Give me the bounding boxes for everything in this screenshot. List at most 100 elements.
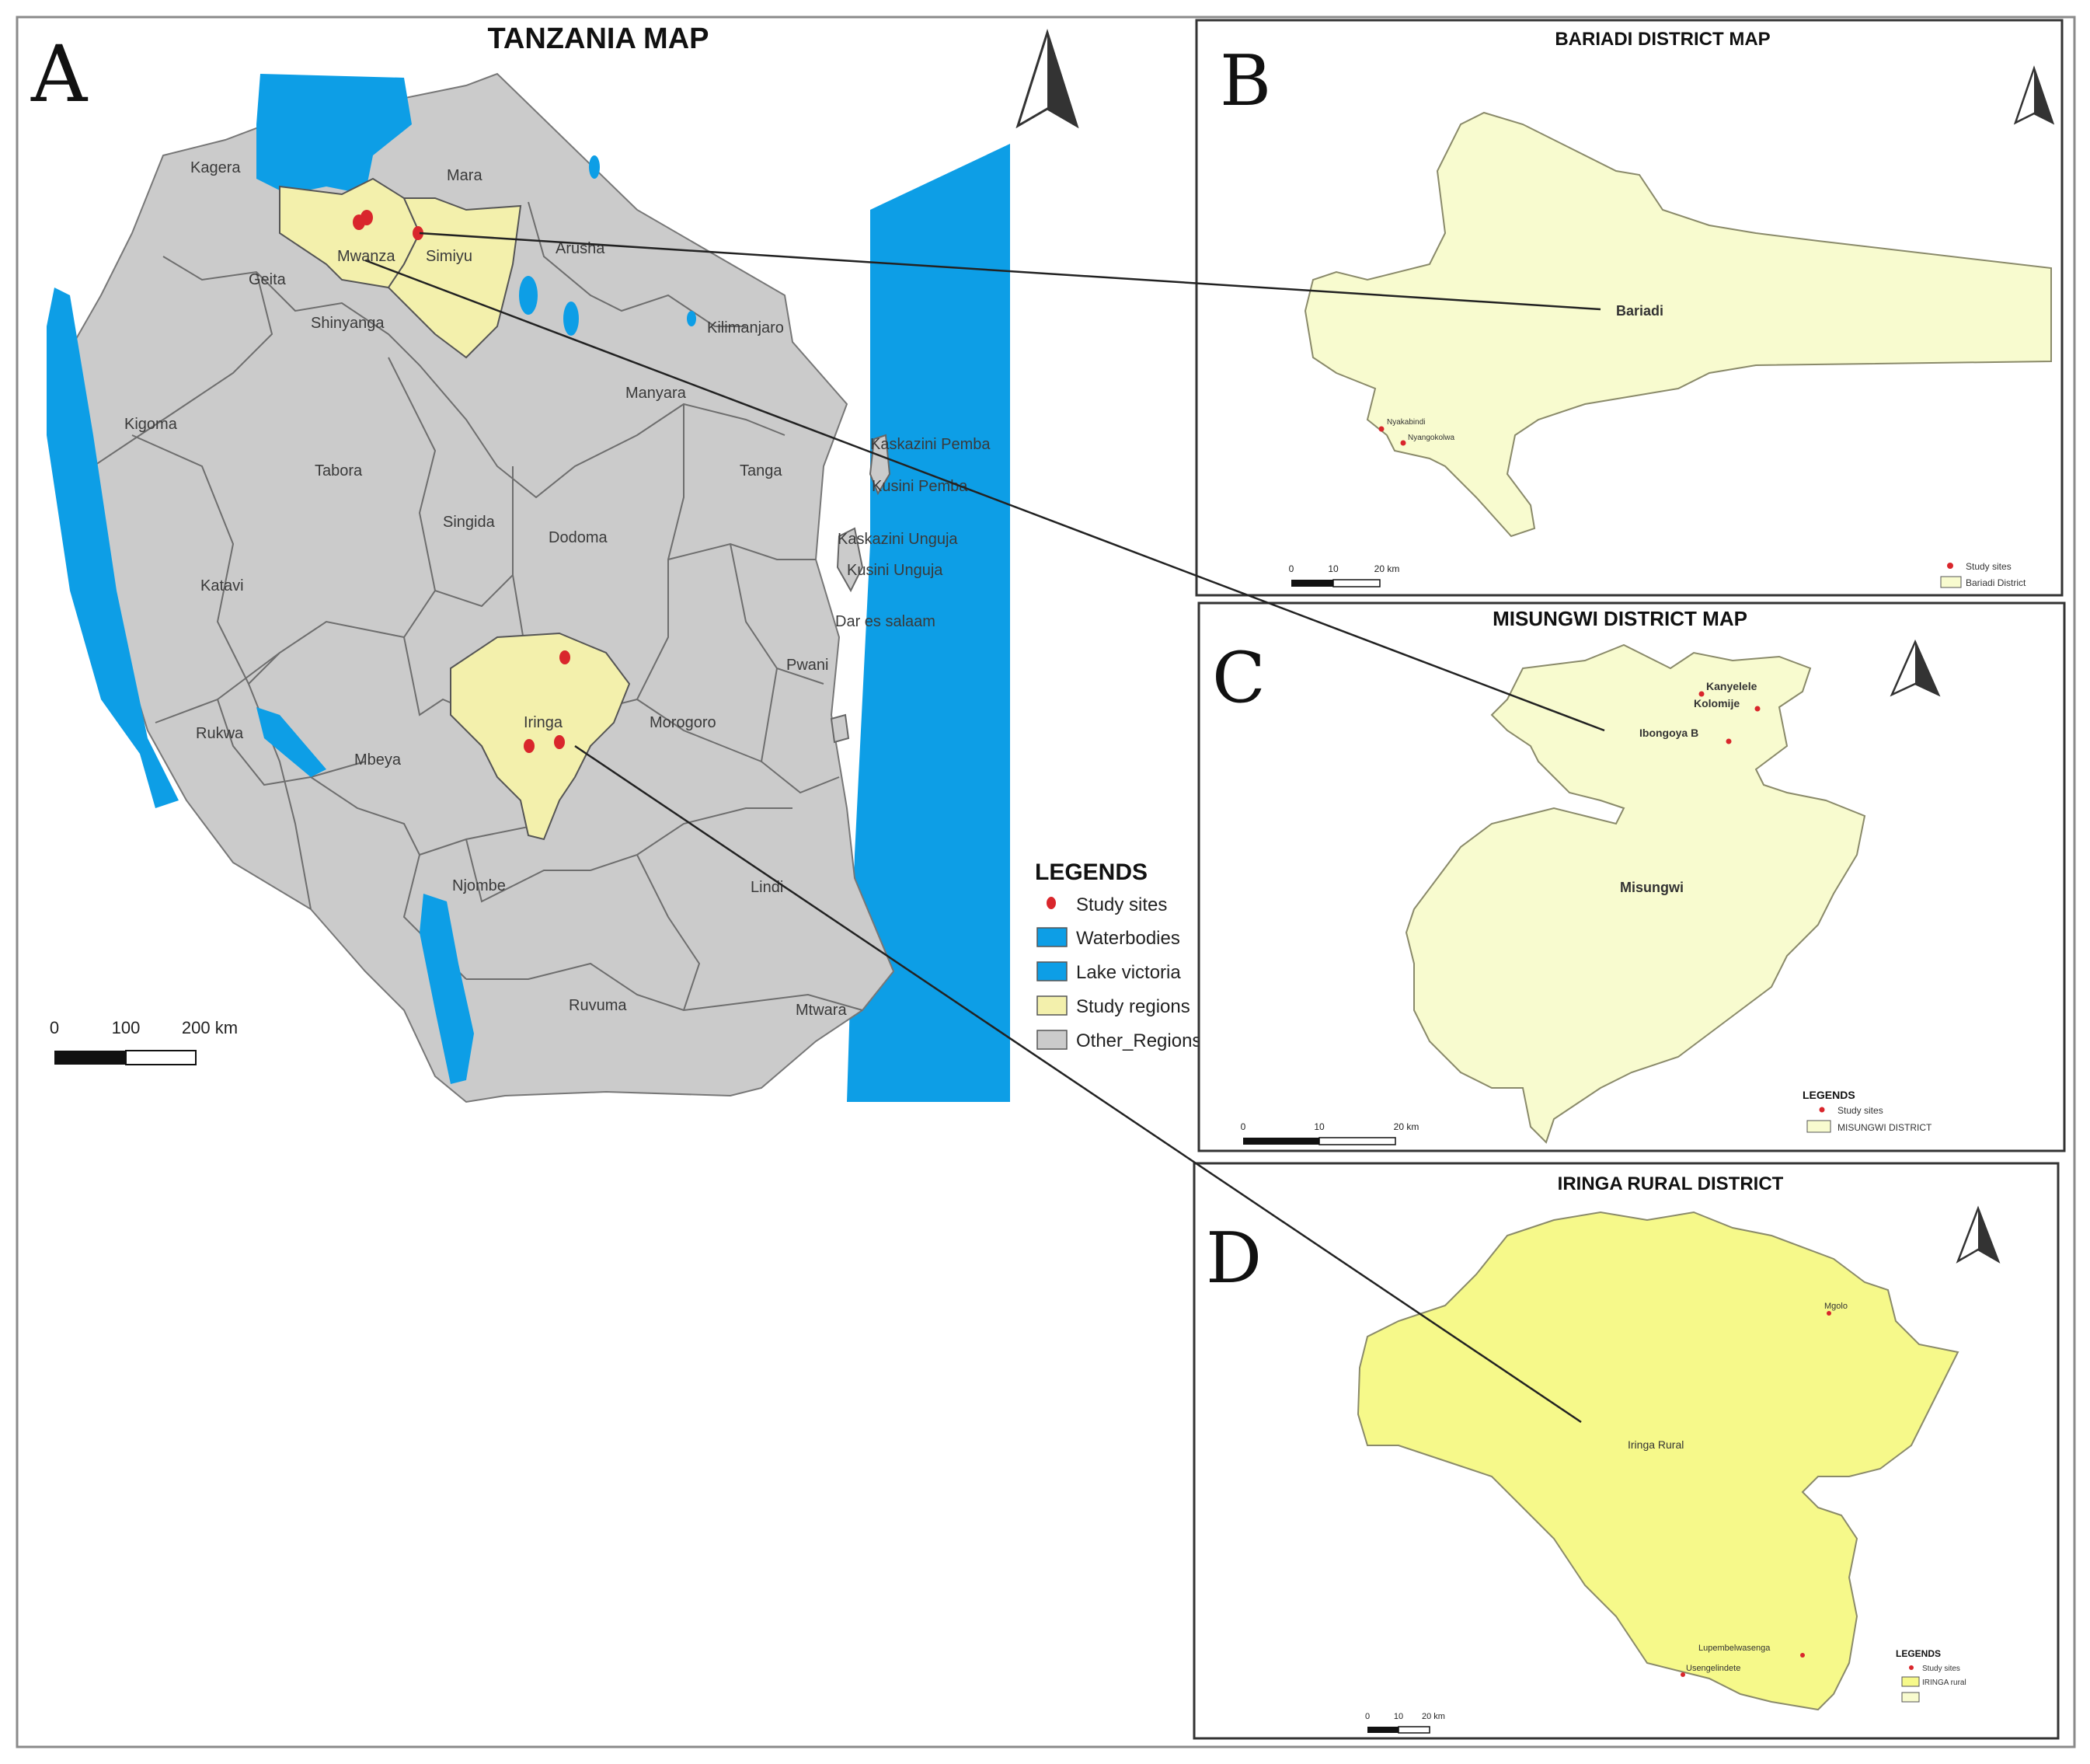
- scale-c-20: 20 km: [1394, 1121, 1419, 1132]
- scale-d-10: 10: [1394, 1712, 1403, 1721]
- site-marker: [1681, 1672, 1685, 1677]
- label-geita: Geita: [249, 271, 287, 288]
- legend-site-icon: [1819, 1107, 1825, 1113]
- site-c-2: Ibongoya B: [1639, 727, 1698, 739]
- panel-c-letter: C: [1212, 637, 1266, 719]
- legend-site-icon: [1947, 563, 1953, 569]
- lake-manyara: [563, 302, 579, 336]
- label-simiyu: Simiyu: [426, 248, 472, 265]
- label-dodoma: Dodoma: [549, 529, 608, 546]
- legend-a: LEGENDS Study sites Waterbodies Lake vic…: [1035, 859, 1201, 1051]
- panel-b-title: BARIADI DISTRICT MAP: [1555, 29, 1770, 50]
- site-d-0: Mgolo: [1824, 1302, 1848, 1311]
- legend-a-item-1: Waterbodies: [1076, 928, 1180, 949]
- site-d-1: Lupembelwasenga: [1698, 1644, 1771, 1653]
- scale-bar-c: 0 10 20 km: [1241, 1121, 1419, 1145]
- legend-c: LEGENDS Study sites MISUNGWI DISTRICT: [1803, 1089, 1932, 1133]
- site-marker: [1378, 426, 1385, 432]
- label-morogoro: Morogoro: [650, 714, 716, 731]
- label-dar-es-salaam: Dar es salaam: [835, 613, 935, 630]
- label-kigoma: Kigoma: [124, 416, 178, 433]
- unguja-island: [836, 527, 864, 593]
- site-b-0: Nyakabindi: [1387, 418, 1425, 427]
- misungwi-label: Misungwi: [1620, 880, 1684, 895]
- legend-a-item-0: Study sites: [1076, 894, 1167, 915]
- lake-rukwa: [256, 707, 326, 777]
- label-shinyanga: Shinyanga: [311, 315, 385, 332]
- panel-a-title: TANZANIA MAP: [488, 23, 709, 55]
- label-kilimanjaro: Kilimanjaro: [707, 319, 784, 336]
- legend-a-title: LEGENDS: [1035, 859, 1148, 885]
- scale-bar-b: 0 10 20 km: [1289, 563, 1399, 587]
- legend-d-title: LEGENDS: [1896, 1648, 1941, 1659]
- panel-b-letter: B: [1220, 40, 1271, 122]
- label-kusini-pemba: Kusini Pemba: [872, 478, 968, 495]
- site-marker: [524, 739, 535, 753]
- label-kaskazini-pemba: Kaskazini Pemba: [870, 436, 991, 453]
- site-c-1: Kolomije: [1694, 697, 1740, 709]
- indian-ocean: [847, 144, 1010, 1102]
- scale-bar-d: 0 10 20 km: [1365, 1712, 1445, 1734]
- panel-d-letter: D: [1206, 1218, 1262, 1299]
- label-kaskazini-unguja: Kaskazini Unguja: [838, 531, 958, 548]
- label-njombe: Njombe: [452, 877, 506, 894]
- label-rukwa: Rukwa: [196, 725, 244, 742]
- north-arrow-icon: [1956, 1205, 2001, 1264]
- legend-b-item-1: Bariadi District: [1966, 577, 2026, 588]
- site-marker: [1698, 691, 1705, 697]
- legend-c-title: LEGENDS: [1803, 1089, 1855, 1101]
- label-mwanza: Mwanza: [337, 248, 395, 265]
- connector-mwanza-misungwi: [364, 259, 1605, 732]
- lake-jipe: [687, 311, 696, 326]
- scale-b-0: 0: [1289, 563, 1294, 574]
- north-arrow-icon: [1015, 29, 1079, 129]
- bariadi-district-shape: [1304, 111, 2052, 538]
- label-tanga: Tanga: [740, 462, 782, 479]
- label-ruvuma: Ruvuma: [569, 997, 627, 1014]
- site-marker: [413, 226, 423, 240]
- panel-b: B BARIADI DISTRICT MAP Bariadi Nyakabind…: [1195, 19, 2064, 597]
- iringa-rural-label: Iringa Rural: [1628, 1438, 1684, 1451]
- panel-a-letter: A: [30, 29, 89, 120]
- legend-d-item-1: IRINGA rural: [1922, 1679, 1966, 1687]
- legend-b: Study sites Bariadi District: [1940, 561, 2026, 588]
- north-arrow-icon: [1890, 639, 1941, 697]
- panel-a: A TANZANIA MAP: [30, 23, 1201, 1103]
- label-kagera: Kagera: [190, 159, 241, 176]
- legend-site-icon: [1909, 1665, 1914, 1670]
- legend-site-icon: [1047, 897, 1056, 909]
- scale-d-0: 0: [1365, 1712, 1370, 1721]
- label-lindi: Lindi: [751, 879, 783, 896]
- site-marker: [1726, 738, 1732, 744]
- legend-a-item-4: Other_Regions: [1076, 1030, 1201, 1051]
- site-marker: [1400, 440, 1406, 446]
- label-mbeya: Mbeya: [354, 751, 402, 769]
- iringa-rural-district-shape: [1357, 1211, 1959, 1711]
- pemba-island: [869, 434, 891, 496]
- lake-eyasi: [519, 276, 538, 315]
- scale-a-0: 0: [50, 1018, 59, 1037]
- legend-a-item-3: Study regions: [1076, 996, 1190, 1017]
- label-pwani: Pwani: [786, 657, 828, 674]
- site-marker: [1800, 1653, 1805, 1658]
- label-iringa: Iringa: [524, 714, 563, 731]
- lake-nyasa: [420, 894, 474, 1084]
- label-mara: Mara: [447, 167, 482, 184]
- scale-b-10: 10: [1328, 563, 1339, 574]
- label-singida: Singida: [443, 514, 496, 531]
- label-mtwara: Mtwara: [796, 1002, 847, 1019]
- legend-d-item-0: Study sites: [1922, 1665, 1960, 1673]
- connector-iringa-rural: [574, 744, 1582, 1424]
- label-katavi: Katavi: [200, 577, 244, 594]
- label-tabora: Tabora: [315, 462, 363, 479]
- site-marker: [361, 210, 373, 225]
- site-marker: [1827, 1311, 1831, 1316]
- site-c-0: Kanyelele: [1706, 680, 1757, 692]
- region-labels: Mara Kagera Mwanza Simiyu Arusha Geita S…: [124, 159, 991, 1019]
- legend-d: LEGENDS Study sites IRINGA rural: [1896, 1648, 1966, 1703]
- scale-c-0: 0: [1241, 1121, 1246, 1132]
- bariadi-label: Bariadi: [1616, 303, 1663, 319]
- panel-c: C MISUNGWI DISTRICT MAP Misungwi Kanyele…: [1197, 601, 2066, 1152]
- scale-a-100: 100: [112, 1018, 141, 1037]
